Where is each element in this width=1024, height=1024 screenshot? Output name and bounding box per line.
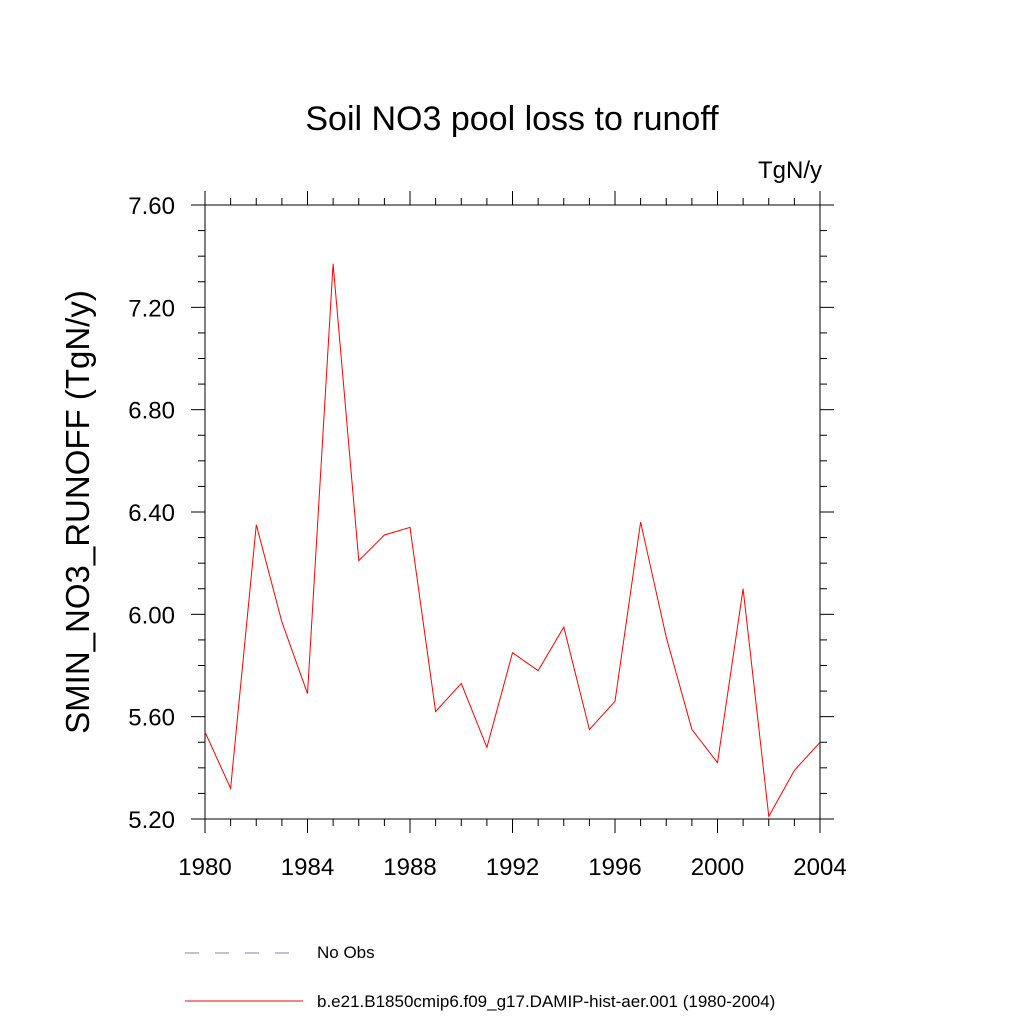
data-point bbox=[819, 741, 822, 744]
series-layer bbox=[204, 262, 822, 819]
y-tick-label: 5.60 bbox=[128, 705, 175, 732]
data-point bbox=[332, 262, 335, 265]
data-point bbox=[357, 559, 360, 562]
data-point bbox=[460, 682, 463, 685]
data-point bbox=[562, 626, 565, 629]
x-tick-label: 1980 bbox=[178, 854, 231, 881]
legend-label-no-obs: No Obs bbox=[317, 943, 375, 962]
data-point bbox=[665, 636, 668, 639]
data-point bbox=[767, 815, 770, 818]
y-axis-label: SMIN_NO3_RUNOFF (TgN/y) bbox=[59, 290, 96, 734]
x-tick-label: 1984 bbox=[281, 854, 334, 881]
plot-frame bbox=[204, 204, 821, 820]
data-point bbox=[306, 692, 309, 695]
y-tick-label: 6.00 bbox=[128, 602, 175, 629]
data-point bbox=[511, 651, 514, 654]
legend-label-model-run: b.e21.B1850cmip6.f09_g17.DAMIP-hist-aer.… bbox=[317, 992, 776, 1011]
x-tick-label: 2000 bbox=[691, 854, 744, 881]
axes: 1980 1984 1988 1992 1996 2000 2004 5.20 5.60 6.00… bbox=[128, 191, 847, 881]
data-point bbox=[255, 523, 258, 526]
data-point bbox=[716, 761, 719, 764]
x-tick-label: 1996 bbox=[588, 854, 641, 881]
data-point bbox=[204, 731, 207, 734]
data-point bbox=[537, 669, 540, 672]
data-point bbox=[229, 787, 232, 790]
data-point bbox=[485, 746, 488, 749]
y-tick-label: 5.20 bbox=[128, 807, 175, 834]
y-tick-label: 6.80 bbox=[128, 398, 175, 425]
data-point bbox=[383, 534, 386, 537]
data-point bbox=[280, 621, 283, 624]
y-tick-label: 6.40 bbox=[128, 500, 175, 527]
data-point bbox=[434, 710, 437, 713]
x-tick-label: 2004 bbox=[793, 854, 846, 881]
legend bbox=[185, 952, 303, 1002]
x-tick-label: 1992 bbox=[486, 854, 539, 881]
x-tick-label: 1988 bbox=[383, 854, 436, 881]
y-tick-label: 7.60 bbox=[128, 193, 175, 220]
data-point bbox=[742, 587, 745, 590]
data-point bbox=[690, 728, 693, 731]
series-line-model-run bbox=[204, 263, 821, 819]
data-point bbox=[614, 700, 617, 703]
y-tick-label: 7.20 bbox=[128, 295, 175, 322]
data-point bbox=[409, 526, 412, 529]
units-label: TgN/y bbox=[757, 157, 822, 184]
data-point bbox=[793, 769, 796, 772]
data-point bbox=[588, 728, 591, 731]
chart-title: Soil NO3 pool loss to runoff bbox=[305, 100, 719, 138]
data-point bbox=[639, 521, 642, 524]
